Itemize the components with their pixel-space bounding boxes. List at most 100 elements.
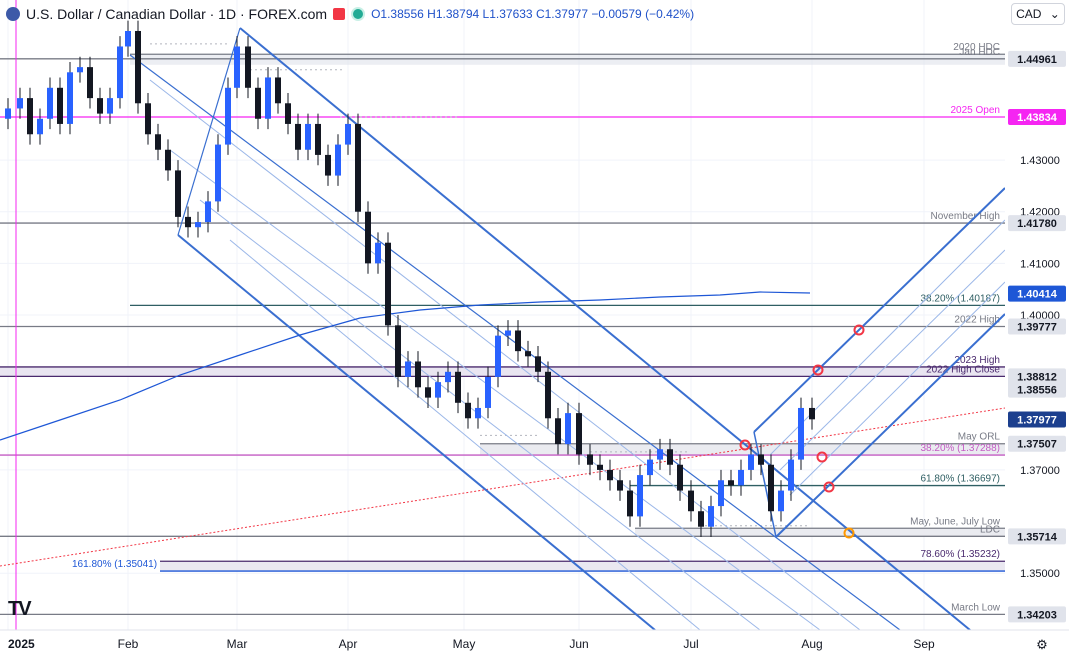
candle-body [475,407,481,419]
price-label: 1.34203 [1017,609,1057,621]
price-label-bg [1008,368,1066,385]
usd-cad-flag-icon [6,7,20,21]
candle-body [505,330,511,336]
pivot-marker [853,324,865,336]
gear-icon: ⚙ [1036,637,1048,652]
candle-body [455,371,461,403]
chart-header: U.S. Dollar / Canadian Dollar · 1D · FOR… [6,4,694,24]
close-value: C1.37977 [535,7,588,21]
time-tick-label: May [453,637,476,651]
candle-body [215,144,221,202]
pivot-marker [812,364,824,376]
level-label: 2025 Open [951,105,1001,116]
price-label-bg [1008,285,1066,302]
price-label-bg [1008,215,1066,232]
candle-body [335,144,341,176]
candle-body [768,464,774,512]
candle-body [135,30,141,104]
candle-body [545,371,551,419]
candle-body [17,98,23,109]
candle-body [627,490,633,517]
candle-body [525,351,531,357]
price-label-bg [1008,381,1066,398]
candle-body [485,376,491,408]
price-label: 1.35714 [1017,531,1058,543]
price-label: 1.41780 [1017,218,1057,230]
price-label-bg [1008,318,1066,335]
price-label-bg [1008,606,1066,623]
candle-body [535,356,541,372]
chevron-down-icon: ⌄ [1049,7,1060,21]
asc-upper [753,187,1006,433]
price-tick-label: 1.41000 [1020,258,1060,270]
level-label: 78.60% (1.35232) [920,549,1000,560]
candle-body [165,149,171,171]
time-tick-label: Sep [913,637,935,651]
market-closed-icon [333,8,346,20]
candle-body [495,335,501,377]
time-tick-label: Aug [801,637,822,651]
candle-body [607,469,613,481]
time-tick-label: 2025 [8,637,35,651]
price-label: 1.44961 [1017,54,1057,66]
candle-body [425,387,431,398]
level-label: 2022 High [954,315,1000,326]
candle-body [738,469,744,486]
candle-body [435,382,441,398]
channel-inner [149,79,861,631]
candle-body [617,480,623,491]
pitchfork-handle [177,27,241,236]
candle-body [565,413,571,445]
candle-body [117,46,123,99]
candle-body [345,123,351,145]
candle-body [647,459,653,476]
red-trendline [0,407,1006,567]
candle-body [365,211,371,264]
candle-body [385,242,391,326]
price-label: 1.40414 [1017,289,1058,301]
price-label: 1.37507 [1017,439,1057,451]
price-label: 1.43834 [1017,112,1058,124]
asc-inner [789,281,1006,496]
candle-body [295,123,301,150]
price-tick-label: 1.43000 [1020,155,1060,167]
low-value: L1.37633 [482,7,533,21]
asc-inner [779,249,1006,471]
candle-body [305,123,311,150]
level-label: May ORL [958,432,1001,443]
asc-inner [769,219,1006,456]
level-label: March Low [951,602,1001,613]
candle-body [315,123,321,155]
time-tick-label: Jun [569,637,588,651]
candle-body [285,103,291,124]
price-label-bg [1008,109,1066,126]
candle-body [555,418,561,445]
tradingview-logo: TV [8,598,32,620]
open-value: O1.38556 [371,7,424,21]
symbol-title[interactable]: U.S. Dollar / Canadian Dollar · 1D · FOR… [26,6,328,22]
candle-body [57,87,63,124]
candle-body [155,134,161,150]
candle-body [415,361,421,388]
candle-body [445,371,451,383]
candle-body [405,361,411,377]
level-label: May, June, July Low [910,516,1001,527]
candle-body [107,98,113,114]
candle-body [97,98,103,114]
currency-selector[interactable]: CAD ⌄ [1011,3,1065,25]
candle-body [576,413,582,455]
level-label: LDC [980,524,1000,535]
candle-body [677,464,683,491]
candle-body [205,201,211,223]
candle-body [67,72,73,124]
candle-body [185,216,191,228]
candle-body [234,46,240,88]
candle-body [718,480,724,507]
candle-body [597,464,603,470]
candle-body [37,118,43,135]
candle-body [195,222,201,228]
pivot-marker [816,451,828,463]
level-label: 2022 High Close [926,364,1000,375]
level-label: 161.80% (1.35041) [72,559,157,570]
